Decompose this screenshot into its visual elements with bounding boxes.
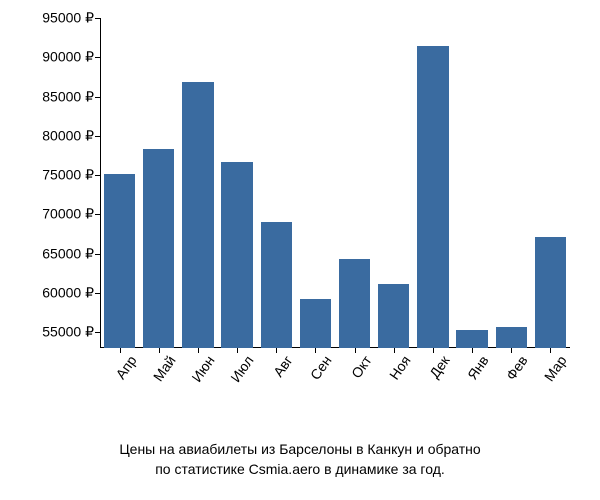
bar	[182, 82, 213, 348]
bar	[417, 46, 448, 349]
bar	[221, 162, 252, 348]
x-tick-label: Окт	[341, 348, 374, 381]
y-tick-label: 60000 ₽	[42, 285, 94, 302]
bar-slot: Мар	[531, 18, 570, 348]
y-tick-mark	[95, 214, 100, 215]
x-tick-label: Фев	[496, 348, 531, 383]
y-tick-mark	[95, 332, 100, 333]
y-tick-label: 95000 ₽	[42, 10, 94, 27]
bar	[378, 284, 409, 348]
x-tick-label: Апр	[105, 348, 139, 382]
bar-slot: Авг	[257, 18, 296, 348]
bar-slot: Окт	[335, 18, 374, 348]
y-tick-label: 75000 ₽	[42, 167, 94, 184]
bar	[456, 330, 487, 348]
bar	[535, 237, 566, 348]
bar-slot: Фев	[492, 18, 531, 348]
bar	[261, 222, 292, 349]
y-tick-label: 55000 ₽	[42, 324, 94, 341]
y-tick-label: 70000 ₽	[42, 206, 94, 223]
y-tick-mark	[95, 254, 100, 255]
plot-area: АпрМайИюнИюлАвгСенОктНояДекЯнвФевМар 550…	[100, 18, 570, 348]
caption-line-1: Цены на авиабилеты из Барселоны в Канкун…	[0, 440, 600, 460]
chart-caption: Цены на авиабилеты из Барселоны в Канкун…	[0, 440, 600, 479]
bar	[339, 259, 370, 348]
x-tick-label: Авг	[264, 348, 296, 380]
bar	[143, 149, 174, 348]
x-tick-label: Янв	[458, 348, 492, 382]
y-tick-mark	[95, 97, 100, 98]
y-tick-label: 80000 ₽	[42, 127, 94, 144]
bar-slot: Янв	[453, 18, 492, 348]
bar-slot: Сен	[296, 18, 335, 348]
y-tick-mark	[95, 293, 100, 294]
x-tick-label: Май	[143, 348, 178, 384]
x-tick-label: Июн	[182, 348, 218, 385]
x-tick-label: Дек	[420, 348, 453, 381]
x-tick-label: Мар	[535, 348, 570, 384]
y-tick-mark	[95, 57, 100, 58]
bar-slot: Июн	[178, 18, 217, 348]
bar-slot: Ноя	[374, 18, 413, 348]
y-tick-mark	[95, 18, 100, 19]
x-tick-label: Сен	[301, 348, 335, 383]
bar-slot: Апр	[100, 18, 139, 348]
price-chart: АпрМайИюнИюлАвгСенОктНояДекЯнвФевМар 550…	[0, 0, 600, 500]
bar-slot: Май	[139, 18, 178, 348]
y-tick-label: 90000 ₽	[42, 49, 94, 66]
bar	[300, 299, 331, 349]
x-tick-label: Ноя	[379, 348, 413, 383]
y-tick-label: 85000 ₽	[42, 88, 94, 105]
bar	[496, 327, 527, 348]
caption-line-2: по статистике Csmia.aero в динамике за г…	[0, 460, 600, 480]
bars-container: АпрМайИюнИюлАвгСенОктНояДекЯнвФевМар	[100, 18, 570, 348]
bar-slot: Дек	[413, 18, 452, 348]
y-tick-mark	[95, 136, 100, 137]
x-tick-label: Июл	[221, 348, 257, 385]
bar	[104, 174, 135, 348]
y-tick-label: 65000 ₽	[42, 245, 94, 262]
y-tick-mark	[95, 175, 100, 176]
bar-slot: Июл	[218, 18, 257, 348]
